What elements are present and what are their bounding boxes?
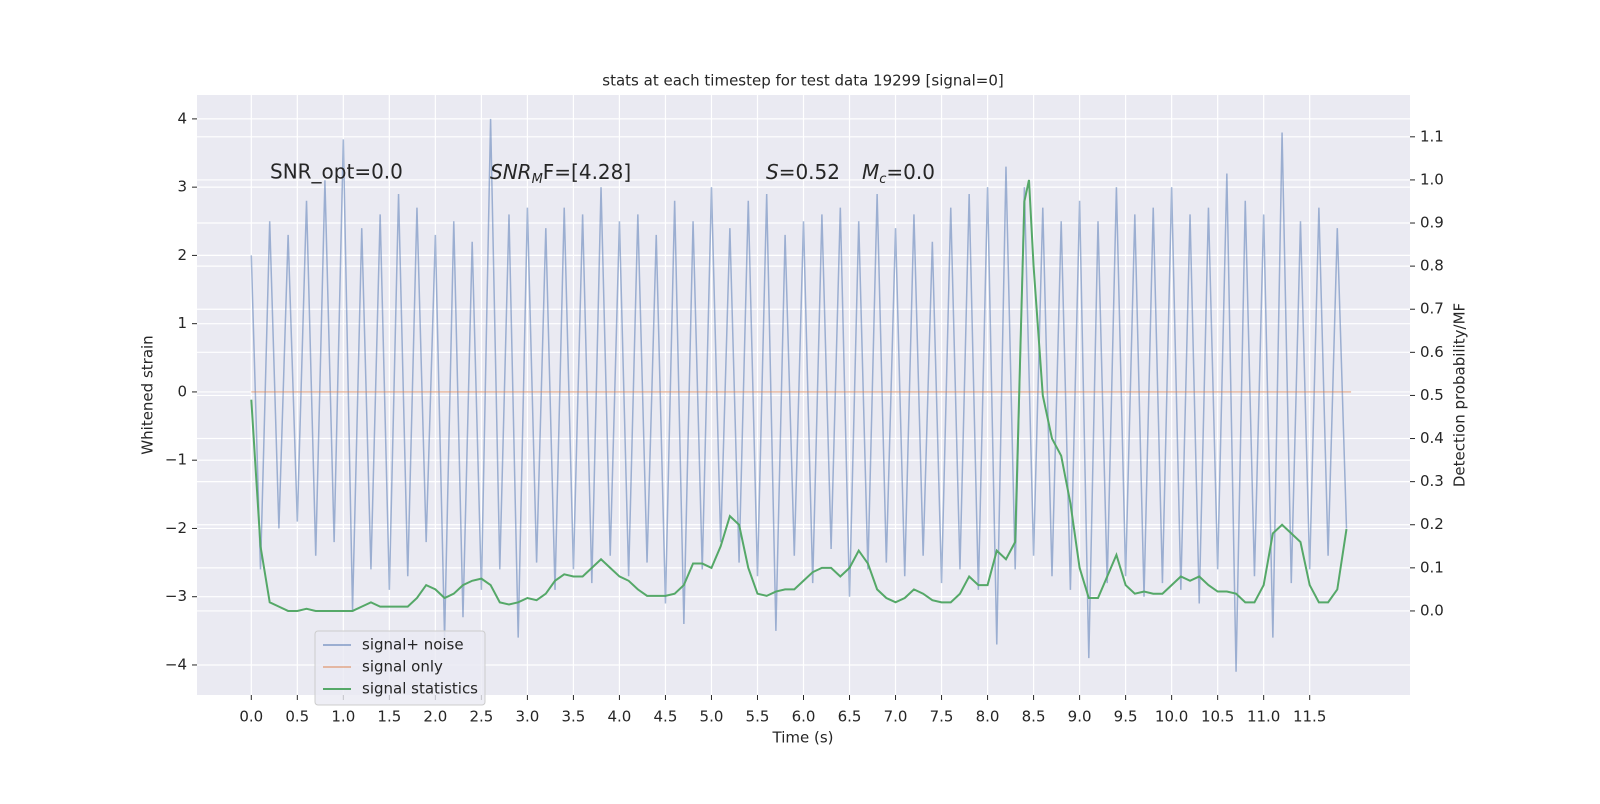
x-tick-label: 2.5 <box>469 708 493 726</box>
x-tick-label: 11.0 <box>1247 708 1280 726</box>
y2-tick-label: 1.1 <box>1420 127 1444 145</box>
x-tick-label: 6.5 <box>838 708 862 726</box>
y-tick-label: 4 <box>177 109 187 127</box>
x-tick-label: 1.5 <box>377 708 401 726</box>
x-tick-label: 3.5 <box>561 708 585 726</box>
line-series <box>250 179 1348 612</box>
x-tick-label: 8.0 <box>976 708 1000 726</box>
y2-tick-label: 1.0 <box>1420 170 1444 188</box>
x-tick-label: 10.5 <box>1201 708 1234 726</box>
x-tick-label: 4.0 <box>608 708 632 726</box>
y2-tick-label: 0.7 <box>1420 300 1444 318</box>
y-axis-label: Whitened strain <box>139 335 157 454</box>
annotation: S=0.52 Mc=0.0 <box>766 160 935 187</box>
x-tick-label: 0.5 <box>285 708 309 726</box>
annotation-part: F=[4.28] <box>543 160 631 184</box>
x-axis-label: Time (s) <box>772 729 834 747</box>
y2-tick-label: 0.6 <box>1420 343 1444 361</box>
chart-title: stats at each timestep for test data 192… <box>602 72 1003 90</box>
x-tick-label: 5.0 <box>700 708 724 726</box>
annotation-part: c <box>879 172 886 187</box>
y-tick-label: 2 <box>177 246 187 264</box>
y2-tick-label: 0.5 <box>1420 386 1444 404</box>
x-tick-label: 2.0 <box>423 708 447 726</box>
y-tick-label: 0 <box>177 382 187 400</box>
y2-tick-label: 0.0 <box>1420 601 1444 619</box>
y2-tick-label: 0.1 <box>1420 558 1444 576</box>
annotation-part: S <box>766 160 779 184</box>
y2-tick-label: 0.4 <box>1420 429 1444 447</box>
x-tick-label: 6.0 <box>792 708 816 726</box>
x-tick-label: 9.0 <box>1068 708 1092 726</box>
x-tick-label: 8.5 <box>1022 708 1046 726</box>
y-tick-label: −3 <box>165 587 187 605</box>
y2-tick-label: 0.2 <box>1420 515 1444 533</box>
annotation-part: M <box>862 160 879 184</box>
annotation-part: =0.0 <box>886 160 935 184</box>
y-tick-label: −2 <box>165 519 187 537</box>
legend: signal+ noise signal only signal statistic… <box>314 630 486 706</box>
line-series <box>250 118 1348 672</box>
y-tick-label: 3 <box>177 178 187 196</box>
y-tick-label: 1 <box>177 314 187 332</box>
annotation-part: SNR <box>490 160 532 184</box>
x-tick-label: 10.0 <box>1155 708 1188 726</box>
x-tick-label: 7.5 <box>930 708 954 726</box>
y-tick-label: −4 <box>165 655 187 673</box>
x-tick-label: 4.5 <box>654 708 678 726</box>
x-tick-label: 1.0 <box>331 708 355 726</box>
annotation: SNR_opt=0.0 <box>270 160 403 184</box>
marks <box>250 118 1352 672</box>
y2-tick-label: 0.8 <box>1420 257 1444 275</box>
legend-box <box>314 630 486 706</box>
x-tick-label: 9.5 <box>1114 708 1138 726</box>
y2-tick-label: 0.9 <box>1420 214 1444 232</box>
labels: 0.0 0.5 1.0 1.5 2.0 2.5 3.0 3.5 4.0 4.5 5.0 5.5 6.0 6… <box>165 109 1444 725</box>
x-tick-label: 11.5 <box>1293 708 1326 726</box>
x-tick-label: 3.0 <box>515 708 539 726</box>
y2-tick-label: 0.3 <box>1420 472 1444 490</box>
annotation: SNRMF=[4.28] <box>490 160 631 187</box>
annotation-part: =0.52 <box>779 160 840 184</box>
y-tick-label: −1 <box>165 451 187 469</box>
y2-axis-label: Detection probability/MF <box>1451 303 1469 487</box>
x-tick-label: 5.5 <box>746 708 770 726</box>
legend-label: signal+ noise <box>362 636 464 654</box>
annotation-part: M <box>532 172 543 187</box>
x-tick-label: 7.0 <box>884 708 908 726</box>
legend-label: signal only <box>362 658 443 676</box>
legend-label: signal statistics <box>362 680 478 698</box>
x-tick-label: 0.0 <box>239 708 263 726</box>
